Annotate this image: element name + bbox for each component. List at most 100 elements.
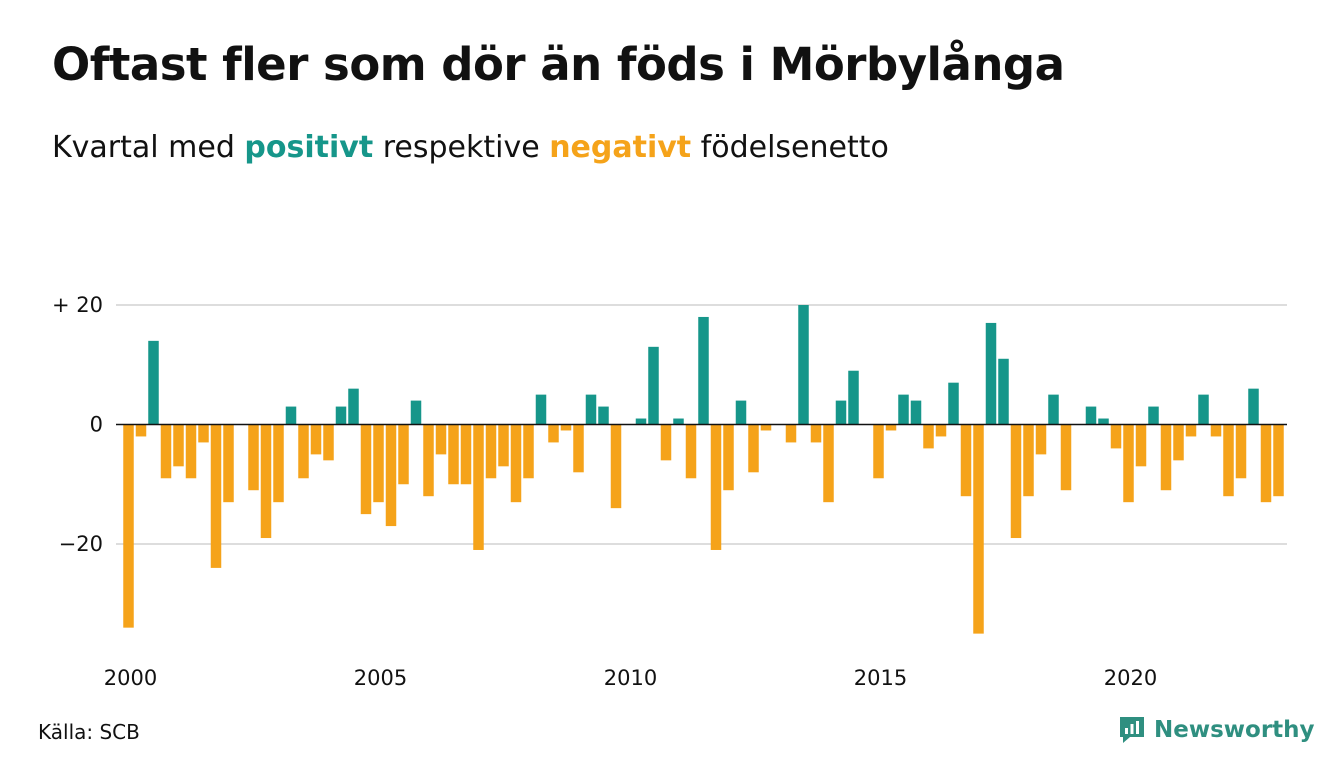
bar	[735, 400, 747, 425]
bar	[835, 400, 847, 425]
x-tick-label: 2020	[1104, 666, 1157, 690]
x-tick-label: 2010	[604, 666, 657, 690]
bar	[223, 424, 234, 503]
y-tick-label: −20	[59, 532, 103, 556]
bar	[1135, 424, 1147, 467]
gridlines	[116, 304, 1287, 545]
bar	[248, 424, 259, 491]
bar	[998, 358, 1009, 425]
bar	[848, 370, 859, 425]
bar	[260, 424, 272, 539]
bar	[560, 424, 572, 431]
bar	[160, 424, 172, 479]
bar	[1060, 424, 1072, 491]
bar	[810, 424, 822, 443]
bar	[885, 424, 897, 431]
bar	[898, 394, 909, 425]
bar	[1123, 424, 1134, 503]
bar	[473, 424, 484, 550]
bar	[423, 424, 434, 497]
brand-name: Newsworthy	[1154, 717, 1315, 743]
bar	[710, 424, 722, 550]
bar	[873, 424, 884, 479]
y-tick-labels: + 20 0 −20	[52, 293, 103, 556]
bar	[585, 394, 597, 425]
bar	[1160, 424, 1172, 491]
bar	[135, 424, 147, 437]
chart-subtitle: Kvartal med positivt respektive negativt…	[52, 130, 889, 165]
bar	[348, 388, 359, 425]
bar	[360, 424, 372, 515]
bar	[273, 424, 284, 503]
bar	[498, 424, 509, 467]
bar	[460, 424, 472, 485]
bar	[148, 340, 159, 425]
subtitle-middle: respektive	[373, 130, 550, 165]
bar	[910, 400, 922, 425]
bar	[1110, 424, 1122, 449]
brand-logo[interactable]: Newsworthy	[1118, 712, 1315, 748]
bar	[535, 394, 547, 425]
bar	[1235, 424, 1247, 479]
bar	[1260, 424, 1272, 503]
x-tick-label: 2000	[104, 666, 157, 690]
bar	[435, 424, 447, 455]
bar	[1098, 418, 1109, 425]
x-tick-label: 2005	[354, 666, 407, 690]
x-tick-label: 2015	[854, 666, 907, 690]
bar	[748, 424, 759, 473]
bar	[610, 424, 622, 509]
bar	[1035, 424, 1047, 455]
bar	[1148, 406, 1159, 425]
bar	[285, 406, 297, 425]
bar	[673, 418, 684, 425]
bar	[210, 424, 222, 568]
bar	[448, 424, 459, 485]
bar	[660, 424, 672, 461]
bar	[798, 305, 809, 425]
bar	[973, 424, 984, 634]
bar	[698, 316, 709, 425]
bar	[760, 424, 772, 431]
subtitle-prefix: Kvartal med	[52, 130, 245, 165]
bar	[1173, 424, 1184, 461]
bar	[1198, 394, 1209, 425]
x-tick-labels: 2000 2005 2010 2015 2020	[104, 666, 1157, 690]
bar	[785, 424, 797, 443]
bar	[685, 424, 697, 479]
bar	[1273, 424, 1284, 497]
bar	[298, 424, 309, 479]
bar	[398, 424, 409, 485]
bar	[323, 424, 334, 461]
bar	[335, 406, 347, 425]
bar	[635, 418, 647, 425]
bar	[373, 424, 384, 503]
bar	[1210, 424, 1222, 437]
bar	[410, 400, 422, 425]
bar	[648, 346, 659, 425]
bar	[960, 424, 972, 497]
bars	[123, 305, 1284, 634]
y-tick-label: 0	[90, 413, 103, 437]
bar	[985, 322, 997, 425]
bar	[598, 406, 609, 425]
bar	[1023, 424, 1034, 497]
subtitle-negative-word: negativt	[549, 130, 692, 165]
bar	[1185, 424, 1197, 437]
bar	[385, 424, 397, 527]
source-note: Källa: SCB	[38, 720, 140, 744]
bar	[310, 424, 322, 455]
bar	[948, 382, 959, 425]
bar	[923, 424, 934, 449]
bar	[123, 424, 134, 628]
subtitle-positive-word: positivt	[244, 130, 374, 165]
bar	[1223, 424, 1234, 497]
bar	[1010, 424, 1022, 539]
bar	[723, 424, 734, 491]
y-tick-label: + 20	[52, 293, 103, 317]
bar	[198, 424, 209, 443]
bar	[485, 424, 497, 479]
bar	[1248, 388, 1259, 425]
bar	[523, 424, 534, 479]
